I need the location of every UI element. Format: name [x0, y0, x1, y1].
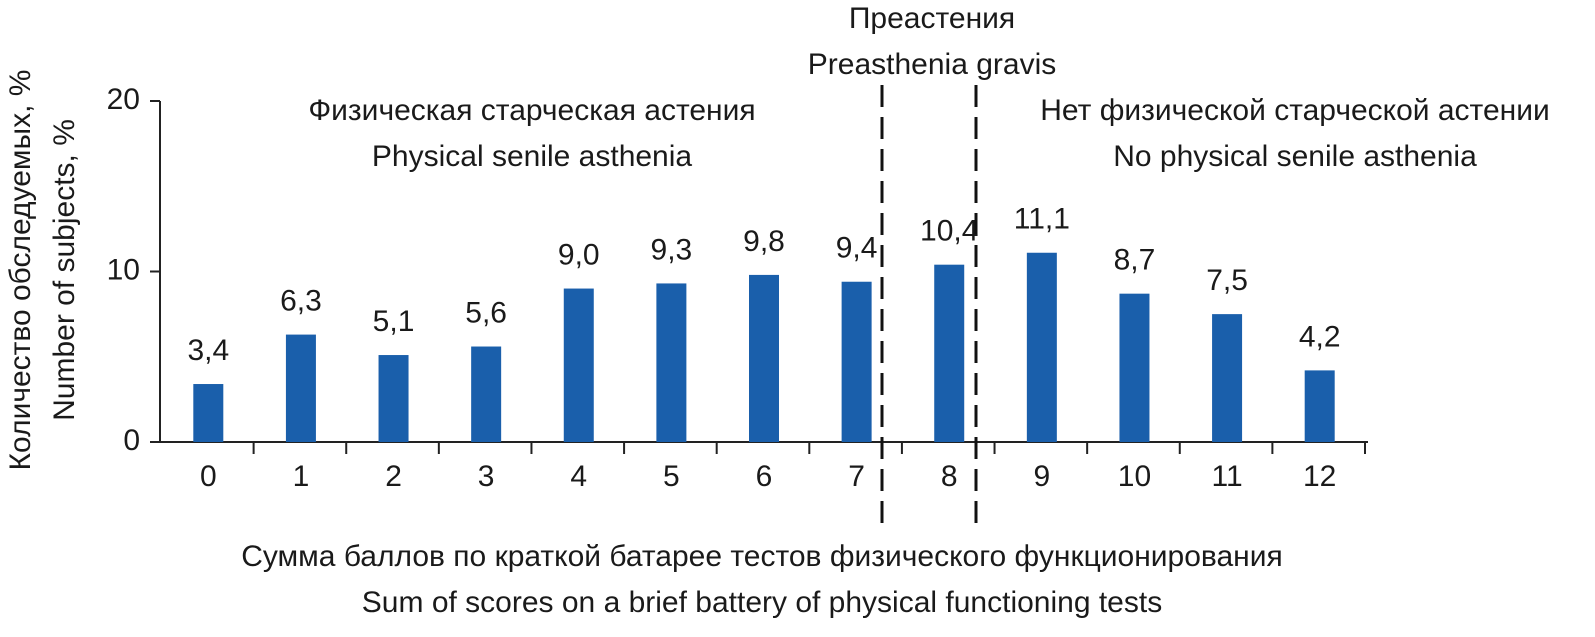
x-tick-label: 3: [478, 460, 495, 493]
bar: [1304, 370, 1335, 442]
x-tick-label: 12: [1303, 460, 1336, 493]
x-axis-title: Sum of scores on a brief battery of phys…: [362, 586, 1162, 619]
bar: [471, 346, 502, 442]
y-tick-label: 0: [123, 424, 140, 457]
bar: [378, 355, 409, 442]
bar: [841, 281, 872, 442]
value-label: 9,3: [651, 233, 693, 266]
value-label: 9,4: [836, 232, 878, 265]
x-tick-label: 11: [1211, 460, 1242, 493]
value-label: 5,1: [373, 305, 415, 338]
annotation: Преастения: [849, 2, 1015, 35]
x-tick-label: 4: [570, 460, 587, 493]
x-tick-label: 7: [848, 460, 865, 493]
bar: [193, 384, 224, 442]
x-tick-label: 0: [200, 460, 217, 493]
value-label: 11,1: [1014, 203, 1070, 236]
bar: [1119, 293, 1150, 442]
bar: [1212, 314, 1243, 442]
value-label: 9,8: [743, 225, 785, 258]
x-tick-label: 9: [1034, 460, 1051, 493]
bar: [563, 288, 594, 442]
y-tick-label: 10: [107, 253, 140, 286]
x-tick-label: 8: [941, 460, 958, 493]
bar: [656, 283, 687, 442]
x-tick-label: 2: [385, 460, 402, 493]
value-label: 9,0: [558, 238, 600, 271]
value-label: 6,3: [280, 285, 322, 318]
x-tick-label: 5: [663, 460, 680, 493]
bar: [1026, 252, 1057, 442]
bar: [285, 334, 316, 442]
x-tick-label: 10: [1118, 460, 1151, 493]
y-axis-title: Количество обследуемых, %: [4, 70, 37, 471]
y-axis-title: Number of subjects, %: [48, 119, 81, 421]
value-label: 3,4: [187, 334, 229, 367]
x-tick-label: 1: [293, 460, 310, 493]
value-label: 10,4: [920, 215, 978, 248]
value-label: 7,5: [1206, 264, 1248, 297]
annotation: Физическая старческая астения: [308, 94, 755, 127]
bar: [934, 264, 965, 442]
value-label: 5,6: [465, 296, 507, 329]
value-label: 4,2: [1299, 320, 1341, 353]
value-label: 8,7: [1114, 244, 1156, 277]
annotation: Нет физической старческой астении: [1040, 94, 1549, 127]
y-tick-label: 20: [107, 83, 140, 116]
annotation: Physical senile asthenia: [372, 140, 693, 173]
x-tick-label: 6: [756, 460, 773, 493]
bar: [749, 274, 779, 442]
x-axis-title: Сумма баллов по краткой батарее тестов ф…: [241, 540, 1283, 573]
annotation: No physical senile asthenia: [1113, 140, 1477, 173]
annotation: Preasthenia gravis: [808, 48, 1056, 81]
